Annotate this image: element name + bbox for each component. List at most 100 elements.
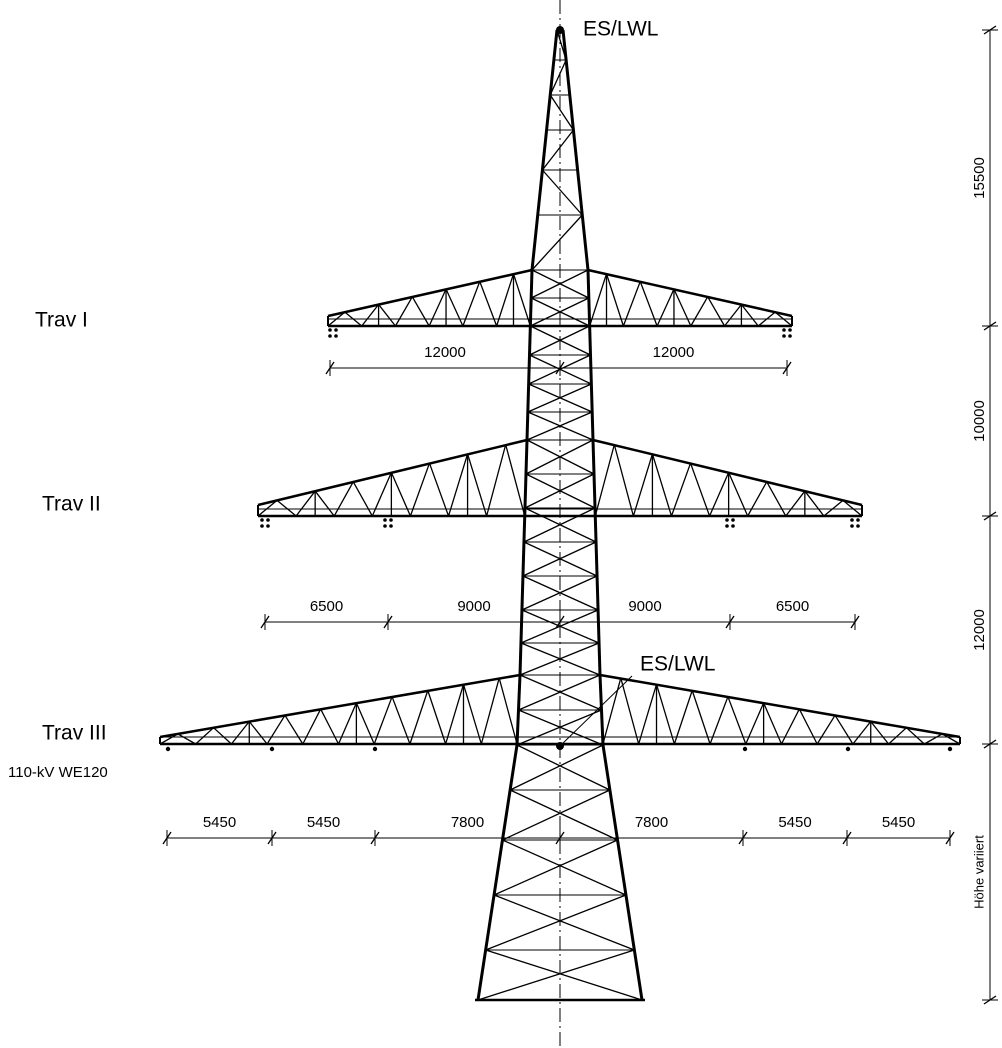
member: [924, 734, 942, 744]
member: [603, 678, 621, 744]
member: [429, 463, 448, 516]
leader-line: [560, 676, 632, 746]
member: [639, 684, 657, 744]
member: [499, 678, 517, 744]
member: [824, 500, 843, 516]
member: [303, 709, 321, 744]
insulator: [270, 747, 274, 751]
height-label: 12000: [971, 609, 988, 651]
member: [429, 289, 446, 326]
insulator: [788, 328, 792, 332]
member: [410, 463, 429, 516]
member: [817, 715, 835, 744]
dimension-label: 5450: [882, 814, 915, 831]
member: [725, 305, 742, 327]
insulator: [850, 518, 854, 522]
tower-leg: [478, 745, 517, 1000]
line-note: 110-kV WE120: [8, 764, 108, 781]
trav3-label: Trav III: [42, 722, 107, 745]
member: [692, 691, 710, 745]
member: [674, 691, 692, 745]
height-label: 10000: [971, 400, 988, 442]
member: [494, 895, 634, 950]
member: [353, 482, 372, 516]
insulator: [788, 334, 792, 338]
insulator: [948, 747, 952, 751]
member: [786, 491, 805, 516]
insulator: [731, 518, 735, 522]
insulator: [334, 328, 338, 332]
member: [267, 715, 285, 744]
crossarm-chord: [593, 440, 862, 505]
member: [835, 715, 853, 744]
member: [889, 728, 907, 744]
dimension-label: 5450: [778, 814, 811, 831]
dimension-label: 9000: [628, 598, 661, 615]
top-wire-label: ES/LWL: [583, 18, 658, 41]
dimension-label: 7800: [451, 814, 484, 831]
member: [799, 709, 817, 744]
member: [339, 703, 357, 744]
member: [502, 790, 609, 840]
member: [614, 445, 633, 516]
insulator: [725, 518, 729, 522]
member: [494, 840, 617, 895]
tower-leg: [520, 440, 527, 675]
member: [468, 454, 487, 516]
crossarm-chord: [258, 440, 527, 505]
insulator: [856, 524, 860, 528]
tower-leg: [603, 745, 642, 1000]
member: [487, 445, 506, 516]
member: [285, 715, 303, 744]
tower-leg: [563, 30, 588, 270]
dimension-label: 5450: [203, 814, 236, 831]
trav2-label: Trav II: [42, 493, 101, 516]
member: [478, 950, 634, 1000]
insulator: [334, 334, 338, 338]
member: [633, 454, 652, 516]
insulator: [166, 747, 170, 751]
height-label: 15500: [971, 157, 988, 199]
dimension-label: 6500: [310, 598, 343, 615]
member: [497, 274, 514, 326]
height-note: Höhe variiert: [971, 835, 986, 909]
member: [249, 722, 267, 745]
member: [513, 274, 530, 326]
member: [446, 684, 464, 744]
member: [781, 709, 799, 744]
member: [621, 678, 639, 744]
member: [657, 289, 674, 326]
member: [428, 691, 446, 745]
insulator: [782, 328, 786, 332]
member: [449, 454, 468, 516]
member: [764, 703, 782, 744]
dimension-label: 9000: [457, 598, 490, 615]
member: [674, 289, 691, 326]
member: [748, 482, 767, 516]
insulator: [260, 524, 264, 528]
member: [517, 745, 610, 790]
member: [412, 297, 429, 326]
member: [746, 703, 764, 744]
dimension-label: 12000: [653, 344, 695, 361]
member: [671, 463, 690, 516]
member: [506, 445, 525, 516]
tower-leg: [532, 30, 557, 270]
member: [542, 170, 582, 215]
member: [315, 491, 334, 516]
tower-drawing: ES/LWL ES/LWL Trav I Trav II Trav III 11…: [0, 0, 1002, 1048]
insulator: [846, 747, 850, 751]
member: [691, 297, 708, 326]
insulator: [328, 328, 332, 332]
mid-wire-label: ES/LWL: [640, 653, 715, 676]
member: [486, 950, 642, 1000]
dimension-label: 5450: [307, 814, 340, 831]
member: [356, 703, 374, 744]
insulator: [266, 518, 270, 522]
insulator: [260, 518, 264, 522]
insulator: [389, 524, 393, 528]
insulator: [782, 334, 786, 338]
member: [214, 728, 232, 744]
insulator: [266, 524, 270, 528]
member: [410, 691, 428, 745]
